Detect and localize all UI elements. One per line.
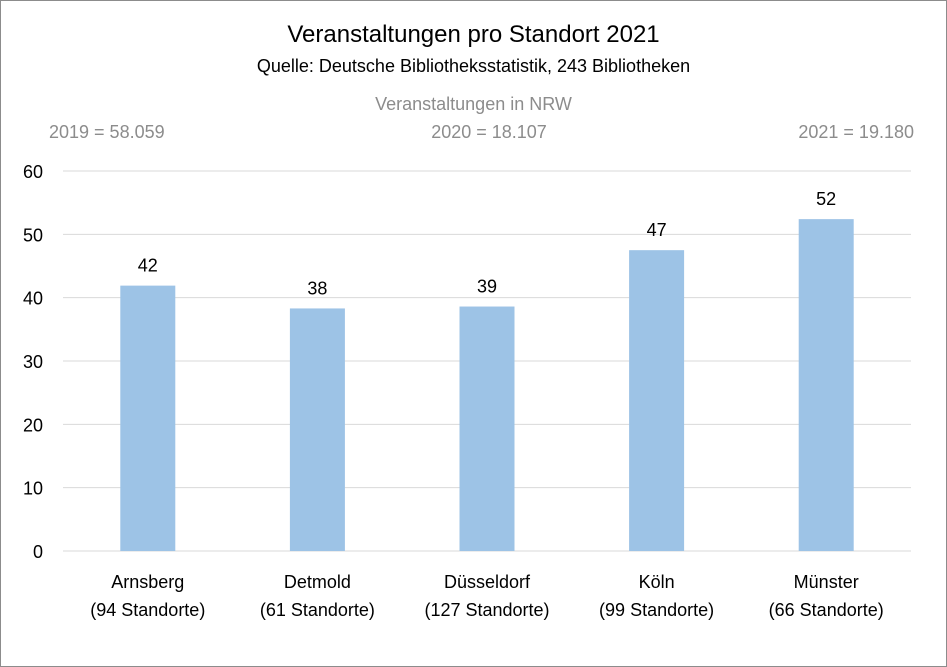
bar — [459, 306, 515, 551]
chart-title: Veranstaltungen pro Standort 2021 — [287, 21, 660, 48]
x-tick-label: (61 Standorte) — [260, 600, 375, 620]
data-label: 52 — [816, 189, 836, 209]
y-tick-label: 40 — [23, 289, 43, 309]
note-2020: 2020 = 18.107 — [431, 122, 547, 142]
y-tick-label: 60 — [23, 162, 43, 182]
data-label: 39 — [477, 277, 497, 297]
bar — [120, 285, 176, 551]
bar — [289, 308, 345, 551]
x-tick-label: Arnsberg — [111, 572, 184, 592]
y-tick-label: 30 — [23, 352, 43, 372]
y-tick-label: 10 — [23, 479, 43, 499]
y-tick-label: 0 — [33, 542, 43, 562]
x-tick-label: Detmold — [284, 572, 351, 592]
y-tick-label: 20 — [23, 415, 43, 435]
nrw-heading: Veranstaltungen in NRW — [375, 94, 572, 114]
data-label: 38 — [307, 278, 327, 298]
chart-subtitle: Quelle: Deutsche Bibliotheksstatistik, 2… — [256, 56, 691, 76]
x-tick-label: (127 Standorte) — [424, 600, 549, 620]
x-tick-label: (99 Standorte) — [599, 600, 714, 620]
x-tick-label: Düsseldorf — [444, 572, 531, 592]
note-2021: 2021 = 19.180 — [798, 122, 914, 142]
x-tick-label: Köln — [639, 572, 675, 592]
y-tick-label: 50 — [23, 225, 43, 245]
x-tick-label: (66 Standorte) — [769, 600, 884, 620]
x-tick-label: (94 Standorte) — [90, 600, 205, 620]
bar — [798, 219, 854, 551]
bar — [629, 250, 685, 551]
note-2019: 2019 = 58.059 — [49, 122, 165, 142]
x-tick-label: Münster — [794, 572, 859, 592]
data-label: 42 — [138, 256, 158, 276]
data-label: 47 — [647, 220, 667, 240]
